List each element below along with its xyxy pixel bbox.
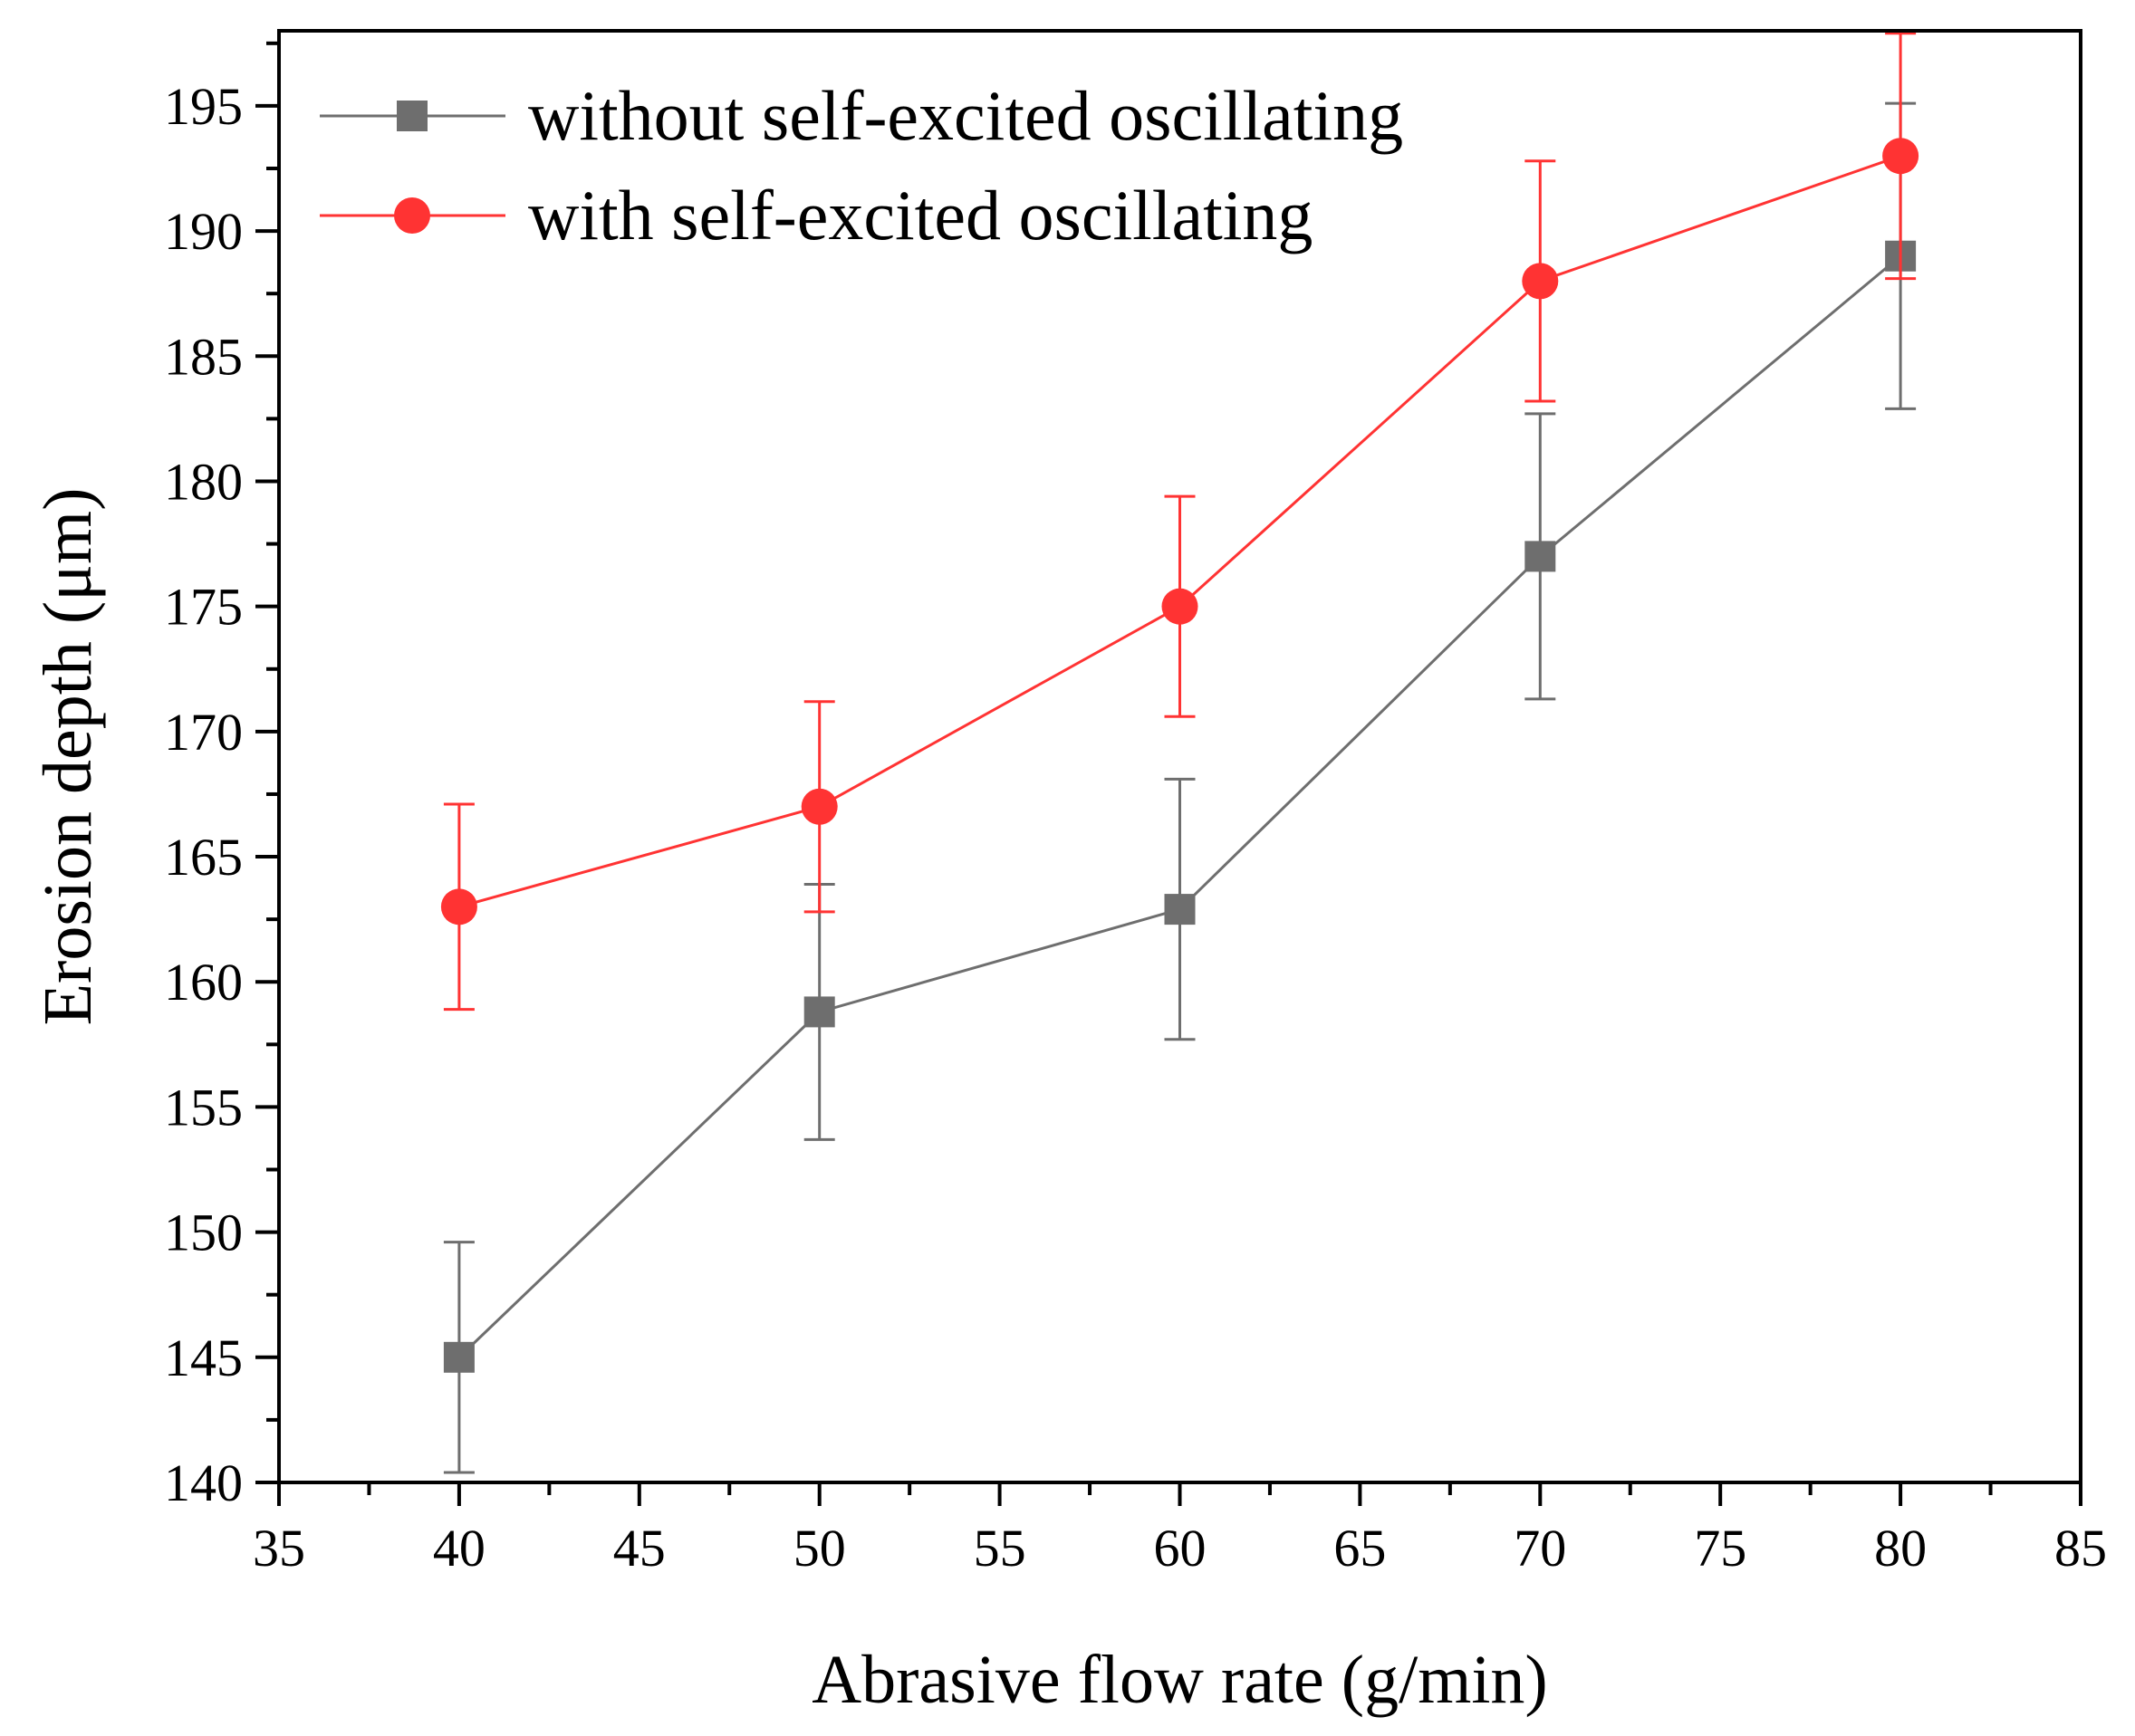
- y-tick-label: 160: [164, 953, 243, 1012]
- data-point-square: [1524, 541, 1556, 572]
- x-tick-label: 75: [1694, 1519, 1746, 1578]
- legend-marker-circle: [394, 197, 430, 234]
- data-point-square: [1164, 894, 1196, 926]
- y-tick-label: 190: [164, 202, 243, 261]
- y-axis: 140 145 150 155 160 165 170 175 180 185 190 195: [164, 41, 279, 1512]
- data-point-circle: [1522, 263, 1559, 300]
- data-point-circle: [1161, 588, 1198, 625]
- x-tick-label: 60: [1154, 1519, 1207, 1578]
- data-point-circle: [440, 888, 477, 926]
- data-point-circle: [1882, 138, 1919, 175]
- x-tick-label: 40: [433, 1519, 486, 1578]
- x-tick-label: 45: [613, 1519, 666, 1578]
- data-point-square: [443, 1341, 475, 1373]
- x-tick-label: 50: [793, 1519, 846, 1578]
- x-tick-label: 35: [253, 1519, 305, 1578]
- y-tick-label: 180: [164, 452, 243, 511]
- y-tick-label: 140: [164, 1453, 243, 1512]
- data-point-square: [803, 996, 835, 1028]
- legend-item-2: with self-excited oscillating: [320, 176, 1313, 254]
- x-tick-label: 65: [1333, 1519, 1386, 1578]
- y-tick-label: 150: [164, 1204, 243, 1262]
- y-tick-label: 165: [164, 828, 243, 887]
- y-axis-title: Erosion depth (μm): [30, 488, 106, 1026]
- y-tick-label: 195: [164, 77, 243, 136]
- series-2: [440, 32, 1919, 1012]
- x-axis: 35 40 45 50 55 60 65 70 75 80 85: [253, 1482, 2107, 1578]
- x-tick-label: 80: [1874, 1519, 1927, 1578]
- x-tick-label: 85: [2054, 1519, 2107, 1578]
- x-tick-label: 70: [1514, 1519, 1566, 1578]
- x-axis-title: Abrasive flow rate (g/min): [812, 1642, 1548, 1718]
- series-layer: [440, 32, 1919, 1474]
- y-tick-label: 185: [164, 327, 243, 386]
- legend-label: without self-excited oscillating: [528, 76, 1403, 155]
- y-tick-label: 170: [164, 703, 243, 762]
- legend-label: with self-excited oscillating: [528, 176, 1313, 254]
- legend: without self-excited oscillating with sel…: [320, 76, 1403, 254]
- y-tick-label: 175: [164, 578, 243, 637]
- x-tick-label: 55: [974, 1519, 1026, 1578]
- y-tick-label: 155: [164, 1078, 243, 1137]
- y-tick-label: 145: [164, 1328, 243, 1387]
- legend-marker-square: [397, 101, 428, 131]
- data-point-circle: [801, 788, 838, 825]
- legend-item-1: without self-excited oscillating: [320, 76, 1403, 155]
